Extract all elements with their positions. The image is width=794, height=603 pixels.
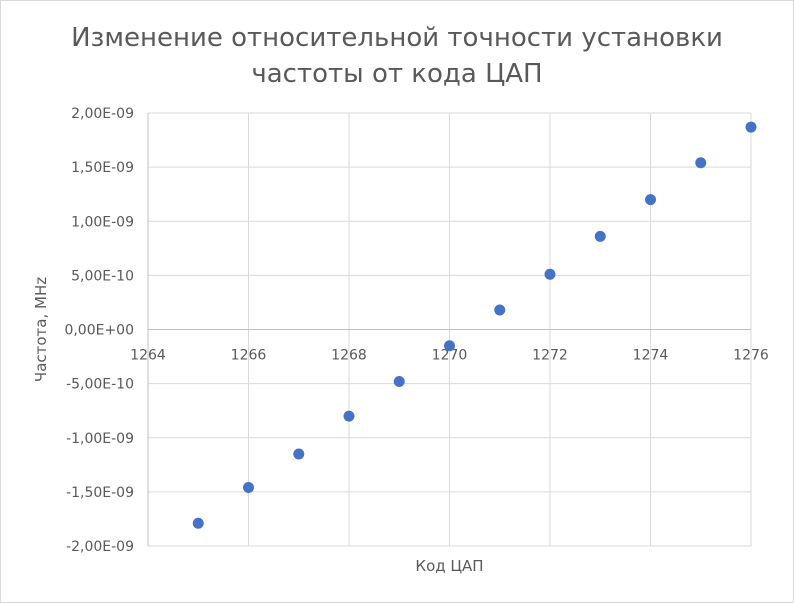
data-point bbox=[645, 194, 656, 206]
y-tick-labels: 2,00E-09 1,50E-09 1,00E-09 5,00E-10 0,00E+00… bbox=[64, 106, 134, 555]
data-point bbox=[594, 230, 606, 242]
x-tick-label: 1264 bbox=[130, 348, 166, 364]
data-point bbox=[745, 121, 757, 133]
data-point bbox=[293, 448, 305, 460]
axes bbox=[147, 113, 751, 546]
x-tick-label: 1274 bbox=[633, 348, 669, 364]
x-tick-label: 1272 bbox=[532, 348, 568, 364]
chart-title-line-2: частоты от кода ЦАП bbox=[251, 59, 543, 89]
data-point bbox=[444, 340, 455, 352]
y-tick-label: 0,00E+00 bbox=[64, 323, 134, 339]
x-tick-labels: 1264 1266 1268 1270 1272 1274 1276 bbox=[130, 348, 769, 364]
y-tick-label: 1,50E-09 bbox=[71, 160, 134, 176]
data-point bbox=[494, 304, 506, 316]
data-point bbox=[343, 410, 355, 422]
data-point bbox=[695, 157, 707, 169]
data-point bbox=[192, 517, 204, 529]
chart-title-line-1: Изменение относительной точности установ… bbox=[71, 23, 723, 53]
y-tick-label: -1,00E-09 bbox=[66, 431, 134, 447]
y-tick-label: -1,50E-09 bbox=[66, 485, 134, 501]
y-tick-label: 2,00E-09 bbox=[71, 106, 134, 122]
data-point bbox=[393, 375, 405, 387]
x-tick-label: 1276 bbox=[733, 348, 769, 364]
data-point bbox=[544, 268, 556, 280]
y-axis-label: Частота, MHz bbox=[32, 277, 50, 382]
y-tick-label: 5,00E-10 bbox=[71, 268, 134, 284]
x-tick-label: 1266 bbox=[231, 348, 267, 364]
y-tick-label: -5,00E-10 bbox=[66, 377, 134, 393]
x-axis-label: Код ЦАП bbox=[415, 557, 483, 575]
data-point bbox=[243, 482, 254, 494]
data-points bbox=[192, 121, 757, 529]
chart-title: Изменение относительной точности установ… bbox=[0, 20, 794, 92]
y-tick-label: -2,00E-09 bbox=[66, 539, 134, 555]
y-tick-label: 1,00E-09 bbox=[71, 214, 134, 230]
x-tick-label: 1268 bbox=[331, 348, 367, 364]
x-tick-label: 1270 bbox=[432, 348, 468, 364]
